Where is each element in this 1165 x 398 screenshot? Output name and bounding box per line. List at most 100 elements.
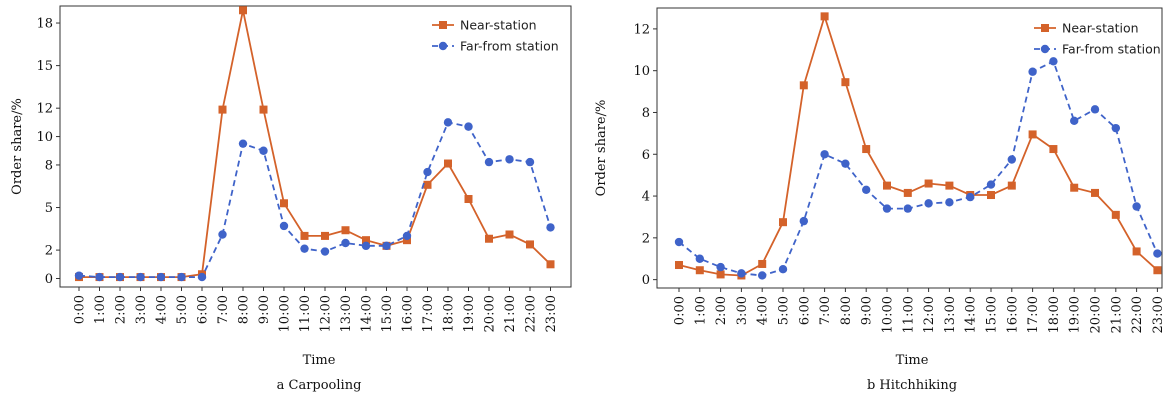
x-tick-label: 22:00 xyxy=(524,295,539,332)
data-point-far-from-station xyxy=(737,269,746,278)
data-point-near-station xyxy=(464,195,473,204)
data-point-far-from-station xyxy=(882,204,892,213)
data-point-far-from-station xyxy=(197,272,207,282)
x-tick-label: 16:00 xyxy=(1005,296,1020,333)
data-point-far-from-station xyxy=(464,122,473,131)
data-point-far-from-station xyxy=(841,159,850,168)
data-point-near-station xyxy=(1153,266,1162,275)
data-point-far-from-station xyxy=(758,271,767,280)
x-tick-label: 7:00 xyxy=(216,295,231,324)
y-tick-label: 0 xyxy=(45,272,53,287)
data-point-near-station xyxy=(799,81,808,90)
data-point-near-station xyxy=(862,145,871,154)
x-tick-label: 9:00 xyxy=(860,296,875,325)
data-point-far-from-station xyxy=(862,185,871,194)
x-axis-label: Time xyxy=(896,353,929,368)
x-tick-label: 4:00 xyxy=(155,295,170,324)
x-tick-label: 18:00 xyxy=(1047,296,1062,333)
legend-label-far-from-station: Far-from station xyxy=(1062,42,1161,57)
data-point-near-station xyxy=(280,199,288,208)
plot-frame xyxy=(59,5,572,288)
x-tick-label: 15:00 xyxy=(985,296,1000,333)
data-point-near-station xyxy=(883,181,891,190)
data-point-near-station xyxy=(444,159,452,168)
data-point-far-from-station xyxy=(136,272,145,282)
x-tick-label: 10:00 xyxy=(278,295,293,332)
data-point-near-station xyxy=(403,236,411,245)
data-point-near-station xyxy=(362,236,370,245)
x-tick-label: 5:00 xyxy=(777,296,792,325)
x-tick-label: 20:00 xyxy=(1089,296,1104,333)
y-tick-label: 0 xyxy=(642,273,650,288)
y-tick-label: 10 xyxy=(36,130,53,145)
y-tick-label: 2 xyxy=(45,244,53,259)
series-line-far-from-station xyxy=(78,121,552,279)
x-tick-label: 14:00 xyxy=(964,296,979,333)
data-point-far-from-station xyxy=(505,155,514,164)
x-tick-label: 6:00 xyxy=(797,296,812,325)
x-tick-label: 22:00 xyxy=(1130,296,1145,333)
data-point-near-station xyxy=(321,231,329,240)
data-point-far-from-station xyxy=(945,198,954,207)
data-point-far-from-station xyxy=(320,247,330,256)
y-tick-label: 4 xyxy=(642,190,650,205)
x-tick-label: 3:00 xyxy=(134,295,149,324)
data-point-near-station xyxy=(1007,181,1016,190)
y-tick-label: 18 xyxy=(36,17,53,32)
data-point-far-from-station xyxy=(820,150,829,159)
y-axis-label: Order share/% xyxy=(594,100,609,197)
data-point-far-from-station xyxy=(1070,116,1079,126)
data-point-far-from-station xyxy=(382,241,391,251)
x-tick-label: 2:00 xyxy=(714,296,729,325)
x-tick-label: 21:00 xyxy=(503,295,518,332)
data-point-far-from-station xyxy=(546,223,555,232)
x-tick-label: 0:00 xyxy=(673,296,688,325)
data-point-far-from-station xyxy=(966,192,975,202)
chart-panel-carpooling: 0 2 5 8 10 12 15 18 0:00 1:00 2:00 3:00 4:00 5:00 6:00… xyxy=(0,0,580,398)
x-tick-label: 20:00 xyxy=(483,295,498,332)
data-point-far-from-station xyxy=(423,167,432,177)
data-point-far-from-station xyxy=(402,231,412,241)
x-tick-label: 3:00 xyxy=(735,296,750,325)
chart-carpooling: 0 2 5 8 10 12 15 18 0:00 1:00 2:00 3:00 4:00 5:00 6:00… xyxy=(10,5,572,393)
y-tick-label: 2 xyxy=(642,231,650,246)
data-point-near-station xyxy=(239,6,247,15)
legend-marker-near-station xyxy=(1041,24,1049,32)
data-point-far-from-station xyxy=(95,272,104,282)
data-point-far-from-station xyxy=(1049,57,1058,66)
x-tick-label: 6:00 xyxy=(196,295,211,324)
data-point-far-from-station xyxy=(115,272,125,282)
data-point-far-from-station xyxy=(674,237,684,247)
x-tick-label: 7:00 xyxy=(818,296,833,325)
data-point-far-from-station xyxy=(525,157,535,167)
x-tick-label: 19:00 xyxy=(462,295,477,332)
legend-label-near-station: Near-station xyxy=(1062,21,1139,36)
x-tick-label: 0:00 xyxy=(73,295,88,324)
data-point-far-from-station xyxy=(1007,155,1016,164)
data-point-near-station xyxy=(675,261,683,270)
y-tick-label: 12 xyxy=(36,102,53,117)
data-point-far-from-station xyxy=(361,241,371,251)
x-tick-label: 15:00 xyxy=(380,295,395,332)
data-point-far-from-station xyxy=(903,204,912,213)
data-point-far-from-station xyxy=(279,221,289,231)
data-point-near-station xyxy=(485,234,493,243)
plot-frame xyxy=(656,7,1163,289)
data-point-near-station xyxy=(758,259,767,268)
y-axis-label: Order share/% xyxy=(10,98,25,195)
x-tick-label: 14:00 xyxy=(360,295,375,332)
data-point-far-from-station xyxy=(1153,249,1162,258)
x-tick-label: 11:00 xyxy=(298,295,313,332)
data-point-far-from-station xyxy=(1090,105,1100,114)
x-tick-label: 23:00 xyxy=(544,295,559,332)
data-point-near-station xyxy=(779,218,787,227)
data-point-near-station xyxy=(526,240,534,249)
x-tick-label: 5:00 xyxy=(175,295,190,324)
data-point-far-from-station xyxy=(443,118,453,127)
x-tick-label: 16:00 xyxy=(401,295,416,332)
series-line-far-from-station xyxy=(678,60,1159,277)
y-tick-label: 6 xyxy=(642,148,650,163)
data-point-near-station xyxy=(924,179,933,188)
data-point-far-from-station xyxy=(218,230,227,239)
chart-caption: a Carpooling xyxy=(277,378,362,393)
